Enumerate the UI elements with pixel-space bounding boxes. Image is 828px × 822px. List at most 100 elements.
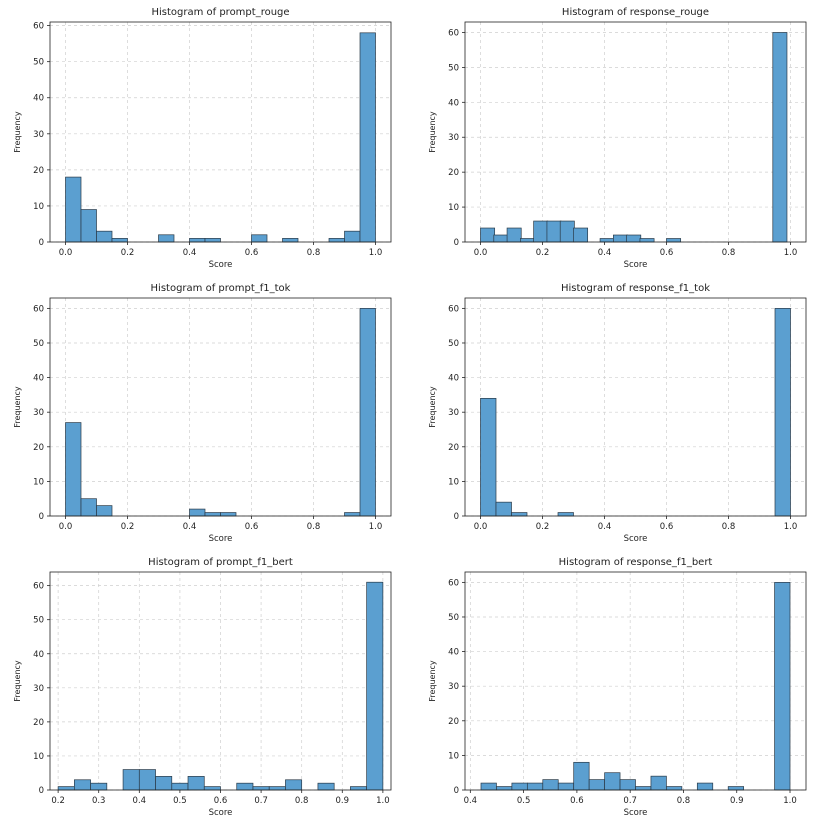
histogram-bar [74, 779, 91, 791]
x-tick-label: 1.0 [376, 796, 390, 806]
histogram-bar [559, 220, 575, 243]
histogram-bar [359, 32, 376, 243]
y-tick-label: 20 [33, 166, 44, 176]
x-tick-label: 0.6 [245, 522, 259, 532]
y-tick-label: 50 [33, 339, 44, 349]
y-tick-label: 40 [448, 648, 459, 658]
x-tick-label: 0.7 [254, 796, 268, 806]
histogram-bar [80, 498, 97, 517]
y-tick-label: 10 [33, 752, 44, 762]
y-tick-label: 0 [454, 238, 459, 248]
histogram-bar [774, 582, 791, 791]
y-tick-label: 0 [39, 512, 44, 522]
histogram-bar [533, 220, 549, 243]
histogram-bar [96, 505, 113, 517]
histogram-bar [727, 786, 745, 791]
histogram-bar [666, 238, 682, 243]
histogram-bar [506, 227, 522, 243]
x-tick-label: 1.0 [784, 248, 798, 258]
axes-frame [464, 21, 807, 243]
histogram-bar [480, 227, 496, 243]
x-tick-label: 0.0 [59, 522, 73, 532]
histogram-bar [317, 782, 335, 791]
x-tick-label: 0.3 [92, 796, 106, 806]
histogram-bar [282, 238, 299, 243]
y-tick-label: 20 [33, 443, 44, 453]
histogram-bar [251, 234, 268, 243]
x-tick-label: 0.2 [536, 522, 550, 532]
y-tick-label: 60 [33, 582, 44, 592]
chart-panel-2: Histogram of response_rouge 0.0 0.2 0.4 0.6 0… [428, 7, 807, 270]
histogram-bar [344, 230, 361, 243]
histogram-bar [252, 786, 270, 791]
x-tick-label: 0.2 [51, 796, 65, 806]
x-tick-label: 0.4 [183, 248, 197, 258]
histogram-bar [65, 176, 82, 243]
axes-frame [464, 571, 807, 791]
y-tick-label: 60 [448, 578, 459, 588]
histogram-bar [511, 782, 528, 791]
histogram-bar [96, 230, 113, 243]
x-tick-label: 0.8 [307, 248, 321, 258]
histogram-bar [557, 782, 575, 791]
histogram-bar [573, 761, 590, 791]
x-tick-label: 1.0 [369, 522, 383, 532]
y-tick-label: 0 [39, 786, 44, 796]
y-tick-label: 60 [33, 22, 44, 32]
y-tick-label: 40 [448, 98, 459, 108]
x-tick-label: 0.0 [474, 248, 488, 258]
histogram-bar [344, 512, 361, 517]
y-axis-label: Frequency [13, 660, 22, 702]
x-tick-label: 0.6 [245, 248, 259, 258]
histogram-bar [666, 786, 683, 791]
x-tick-label: 0.4 [183, 522, 197, 532]
chart-panel-1: Histogram of prompt_rouge 0.0 0.2 0.4 0.6 0.8… [13, 7, 392, 270]
x-tick-label: 0.0 [474, 522, 488, 532]
y-tick-label: 60 [33, 304, 44, 314]
x-axis-label: Score [209, 260, 233, 270]
y-tick-label: 30 [33, 408, 44, 418]
axes-frame [464, 297, 807, 517]
y-tick-label: 50 [448, 339, 459, 349]
histogram-bar [613, 234, 628, 243]
y-tick-label: 60 [448, 304, 459, 314]
chart-panel-4: Histogram of response_f1_tok 0.0 0.2 0.4 0.6… [428, 283, 807, 544]
y-tick-label: 30 [448, 408, 459, 418]
x-tick-label: 0.8 [307, 522, 321, 532]
x-tick-label: 0.5 [173, 796, 187, 806]
x-tick-label: 0.8 [722, 522, 736, 532]
x-tick-label: 1.0 [784, 522, 798, 532]
x-tick-label: 0.8 [677, 796, 691, 806]
histogram-bar [604, 772, 621, 791]
y-axis-label: Frequency [428, 111, 437, 153]
x-tick-label: 1.0 [783, 796, 797, 806]
y-tick-label: 0 [454, 786, 459, 796]
histogram-bar [158, 234, 175, 243]
histogram-bar [650, 775, 667, 791]
y-tick-label: 30 [448, 682, 459, 692]
x-tick-label: 0.2 [121, 522, 135, 532]
y-tick-label: 20 [448, 443, 459, 453]
y-tick-label: 10 [448, 203, 459, 213]
y-tick-label: 50 [448, 63, 459, 73]
y-tick-label: 10 [448, 477, 459, 487]
histogram-bar [359, 308, 376, 517]
histogram-bar [57, 786, 75, 791]
histogram-bar [203, 786, 221, 791]
histogram-bar [268, 786, 286, 791]
histogram-bar [635, 786, 652, 791]
y-tick-label: 0 [39, 238, 44, 248]
axes-frame [49, 297, 392, 517]
x-tick-label: 0.2 [121, 248, 135, 258]
histogram-bar [511, 512, 528, 517]
x-tick-label: 0.9 [730, 796, 744, 806]
x-tick-label: 0.8 [295, 796, 309, 806]
y-tick-label: 40 [33, 94, 44, 104]
x-axis-label: Score [209, 534, 233, 544]
x-tick-label: 0.7 [623, 796, 637, 806]
x-tick-label: 0.4 [464, 796, 478, 806]
chart-panel-6: Histogram of response_f1_bert 0.4 0.5 0.6 0.… [428, 557, 807, 818]
x-tick-label: 0.4 [598, 248, 612, 258]
histogram-bar [236, 782, 254, 791]
